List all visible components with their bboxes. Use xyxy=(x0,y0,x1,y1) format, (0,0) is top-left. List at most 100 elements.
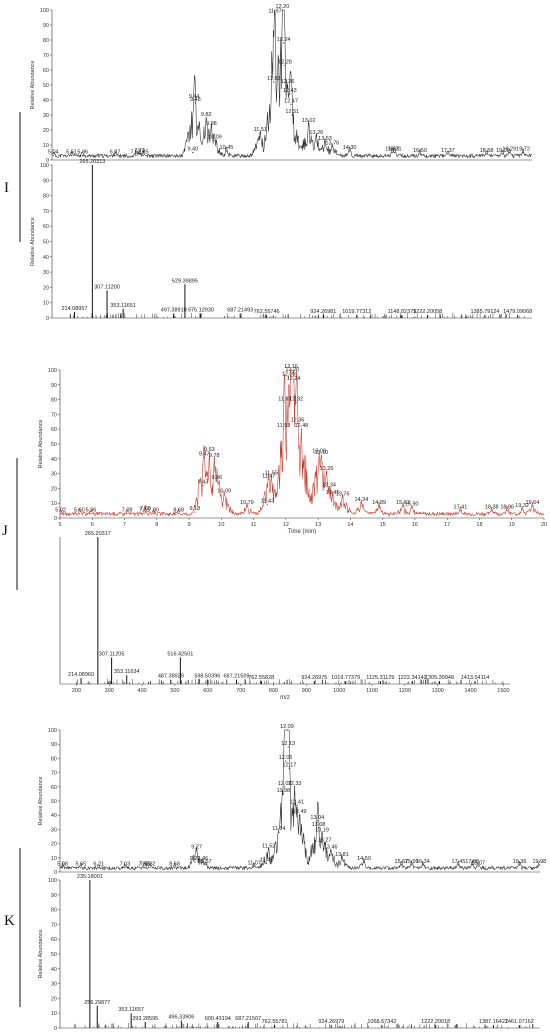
peak-label: 924.26981 xyxy=(310,309,336,315)
peak-point xyxy=(296,422,299,424)
chart-k-chromatogram: 0 10 20 30 40 50 60 70 80 90 100 Relative Abundance… xyxy=(38,724,546,876)
x-tick-label: 10 xyxy=(218,522,224,528)
peak-label: 9.86 xyxy=(211,475,222,481)
y-axis-title: Relative Abundance xyxy=(30,217,36,266)
peak-point xyxy=(205,864,207,866)
peak-point xyxy=(284,401,286,404)
peak-label: 516.42501 xyxy=(167,652,193,658)
peak-point xyxy=(78,512,80,515)
peak-point xyxy=(538,864,540,866)
peak-point xyxy=(208,452,210,454)
peak-point xyxy=(80,867,82,869)
peak-point xyxy=(216,480,218,482)
peak-label: 1125.31129 xyxy=(366,675,394,681)
y-axis-title: Relative Abundance xyxy=(38,420,44,469)
peak-point xyxy=(192,151,194,154)
peak-label: 9.78 xyxy=(209,453,220,459)
peak-label: 1461.07162 xyxy=(505,1019,534,1025)
peak-label: 15.63 xyxy=(396,500,410,506)
peak-label: 7.03 xyxy=(120,862,131,868)
peak-point xyxy=(316,820,318,822)
peak-point xyxy=(419,153,421,155)
peak-point xyxy=(502,153,504,155)
peak-label: 13.08 xyxy=(312,822,326,828)
y-tick-label: 90 xyxy=(51,893,57,899)
peak-label: 12.16 xyxy=(284,364,298,370)
peak-point xyxy=(60,512,62,515)
peak-label: 15.67 xyxy=(395,859,409,865)
peak-point xyxy=(286,84,289,86)
peak-point xyxy=(135,154,137,157)
y-tick-label: 80 xyxy=(43,38,49,44)
peak-point xyxy=(290,369,292,371)
peak-label: 11.43 xyxy=(261,499,274,505)
peak-point xyxy=(293,786,296,788)
peak-label: 1305.39948 xyxy=(425,675,454,681)
peak-label: 12.36 xyxy=(291,417,305,423)
peak-point xyxy=(402,505,404,507)
peak-label: 13.04 xyxy=(310,815,324,821)
peak-point xyxy=(203,456,205,458)
peak-label: 6.97 xyxy=(110,150,121,156)
x-tick-label: 1000 xyxy=(333,688,345,694)
y-tick-label: 0 xyxy=(54,516,57,522)
peak-label: 529.39895 xyxy=(172,278,198,284)
y-tick-label: 10 xyxy=(43,143,49,149)
y-tick-label: 20 xyxy=(51,486,57,492)
x-tick-label: 1100 xyxy=(366,688,378,694)
peak-point xyxy=(422,864,424,866)
y-tick-label: 10 xyxy=(51,1011,57,1017)
peak-label: 7.62 xyxy=(138,862,149,868)
peak-label: 13.34 xyxy=(322,482,336,488)
y-tick-label: 100 xyxy=(40,8,49,14)
peak-point xyxy=(300,428,302,430)
peak-point xyxy=(126,512,128,515)
peak-label: 1479.09068 xyxy=(503,309,532,315)
y-tick-label: 100 xyxy=(48,728,57,734)
x-tick-label: 6 xyxy=(91,522,94,528)
peak-label: 214.08957 xyxy=(61,306,87,312)
chart-i-chromatogram: 0 10 20 30 40 50 60 70 80 90 100 Relative Abundance… xyxy=(30,4,533,164)
peak-label: 7.08 xyxy=(122,508,133,514)
peak-point xyxy=(286,729,288,731)
peak-point xyxy=(194,102,196,104)
peak-label: 13.76 xyxy=(325,141,339,147)
peak-point xyxy=(293,381,295,383)
peak-point xyxy=(457,864,459,866)
peak-label: 5.08 xyxy=(57,862,68,868)
peak-label: 17.88 xyxy=(465,859,479,865)
peak-label: 18.58 xyxy=(480,148,494,154)
x-axis-title: m/z xyxy=(280,695,290,701)
peak-label: 1385.79124 xyxy=(470,309,499,315)
peak-label: 353.11657 xyxy=(118,1007,144,1013)
peak-point xyxy=(282,793,284,795)
peak-label: 15.90 xyxy=(405,502,419,508)
peak-label: 5.96 xyxy=(86,508,97,514)
peak-label: 687.21493 xyxy=(227,307,253,313)
y-tick-label: 100 xyxy=(48,878,57,884)
panel-letter-i: I xyxy=(4,180,9,196)
peak-label: 13.03 xyxy=(312,448,326,454)
chromatogram-trace xyxy=(59,729,541,871)
peak-point xyxy=(281,9,283,11)
x-tick-label: 600 xyxy=(203,688,212,694)
x-tick-label: 14 xyxy=(347,522,353,528)
panel-letter-j: J xyxy=(2,523,8,539)
peak-label: 9.82 xyxy=(201,112,212,118)
peak-point xyxy=(194,861,196,863)
peak-point xyxy=(330,850,332,852)
peak-point xyxy=(332,495,334,497)
y-tick-label: 30 xyxy=(51,827,57,833)
peak-label: 13.26 xyxy=(320,466,334,472)
peak-label: 7.61 xyxy=(139,508,150,514)
x-tick-label: 12 xyxy=(283,522,289,528)
peak-label: 12.05 xyxy=(279,755,293,761)
peak-label: 924.26979 xyxy=(318,1019,344,1025)
peak-point xyxy=(288,376,290,378)
peak-label: 19.09 xyxy=(496,148,510,154)
y-tick-label: 20 xyxy=(51,842,57,848)
peak-label: 8.58 xyxy=(169,862,180,868)
peak-label: 19.72 xyxy=(516,147,530,153)
peak-label: 265.20317 xyxy=(85,531,111,537)
